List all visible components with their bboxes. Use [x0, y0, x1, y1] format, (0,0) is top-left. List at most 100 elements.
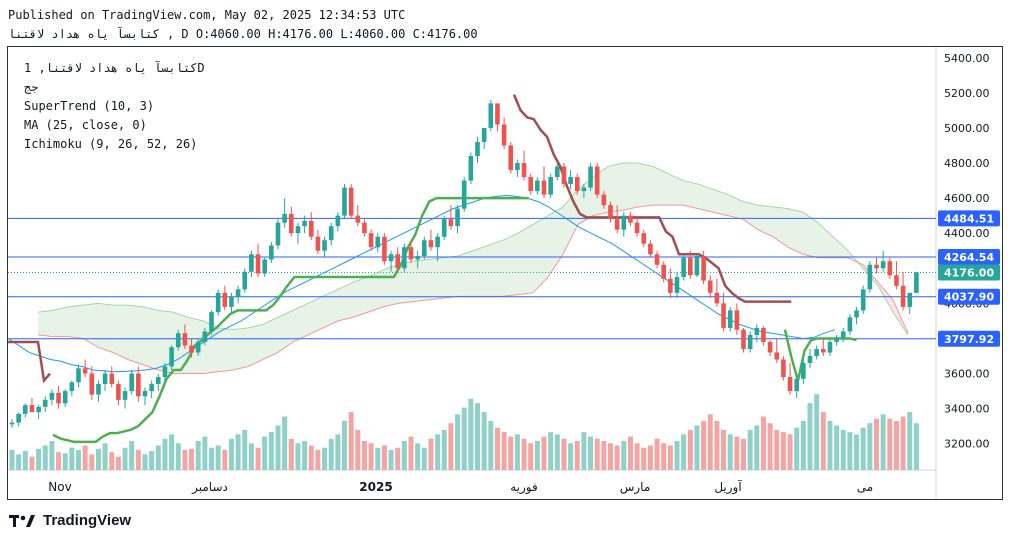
candle-body — [648, 243, 653, 255]
candle-body — [661, 264, 666, 279]
candle-body — [727, 310, 733, 328]
candle-body — [674, 277, 680, 293]
volume-bar — [854, 434, 860, 470]
volume-bar — [248, 443, 254, 470]
ichimoku-cloud-segment — [773, 206, 788, 248]
price-tick-label: 3200.00 — [944, 438, 990, 451]
volume-bar — [634, 443, 640, 470]
volume-bar — [169, 434, 175, 470]
price-chart[interactable]: 5400.00 5200.00 5000.00 4800.00 4600.00 4400.… — [8, 47, 1002, 499]
volume-bar — [554, 434, 560, 470]
candle-body — [82, 368, 88, 374]
volume-bar — [415, 443, 421, 470]
candle-body — [368, 233, 374, 248]
volume-bar — [82, 445, 88, 470]
moving-average-line — [8, 194, 835, 373]
volume-bar — [893, 420, 899, 470]
price-tick-label: 3600.00 — [944, 368, 990, 381]
ichimoku-cloud-segment — [518, 224, 533, 295]
volume-bar — [182, 449, 188, 470]
volume-bar — [455, 414, 461, 470]
volume-bar — [89, 454, 95, 470]
volume-bar — [641, 447, 647, 470]
volume-bar — [275, 425, 281, 470]
volume-bar — [16, 454, 22, 470]
candle-body — [129, 373, 134, 392]
volume-bar — [707, 414, 713, 470]
volume-bar — [760, 416, 766, 470]
price-tick-label: 5000.00 — [944, 122, 990, 135]
candle-body — [880, 261, 886, 269]
volume-bar — [774, 429, 780, 470]
candle-body — [614, 219, 620, 230]
supertrend-down-line — [512, 94, 792, 303]
volume-bar — [328, 438, 334, 470]
ichimoku-cloud-segment — [653, 166, 668, 206]
ichimoku-cloud-segment — [68, 305, 83, 339]
ichimoku-cloud-segment — [158, 310, 173, 374]
volume-bar — [701, 420, 707, 470]
candle-body — [156, 377, 161, 385]
volume-bar — [381, 445, 387, 470]
candle-body — [628, 215, 633, 223]
candle-body — [900, 285, 906, 307]
volume-bar — [508, 436, 514, 470]
ichimoku-cloud-segment — [308, 296, 323, 335]
volume-bar — [29, 456, 35, 470]
candle-body — [574, 177, 580, 192]
candle-body — [335, 215, 341, 227]
volume-bar — [228, 438, 234, 470]
volume-bar — [900, 416, 906, 470]
candle-body — [515, 163, 520, 171]
volume-bar — [754, 425, 760, 470]
volume-bar — [647, 445, 653, 470]
time-axis-label: Nov — [48, 480, 71, 494]
candle-body — [448, 219, 454, 227]
price-tick-label: 5200.00 — [944, 87, 990, 100]
volume-bar — [534, 441, 540, 470]
ichimoku-cloud-segment — [248, 324, 263, 367]
volume-bar — [295, 443, 301, 470]
candle-body — [521, 163, 527, 178]
legend-ichimoku[interactable]: Ichimoku (9, 26, 52, 26) — [24, 137, 198, 151]
chart-frame[interactable]: 5400.00 5200.00 5000.00 4800.00 4600.00 4400.… — [7, 46, 1003, 500]
volume-bar — [627, 436, 633, 470]
volume-bar — [767, 423, 773, 470]
candle-body — [668, 278, 673, 293]
volume-bar — [874, 418, 879, 470]
ichimoku-cloud-segment — [323, 289, 338, 328]
candle-body — [408, 247, 414, 260]
candle-body — [541, 180, 547, 195]
candle-body — [355, 215, 361, 223]
candle-body — [109, 373, 115, 385]
candle-body — [229, 296, 234, 307]
ichimoku-cloud-segment — [503, 233, 518, 297]
candle-body — [634, 222, 640, 234]
candle-body — [215, 292, 221, 313]
candle-body — [801, 362, 806, 379]
ichimoku-cloud-segment — [38, 310, 53, 337]
time-axis-label: دسامبر — [191, 480, 228, 495]
volume-bar — [242, 429, 248, 470]
price-level-tag — [938, 288, 1000, 305]
supertrend-down-line-early — [8, 340, 51, 384]
volume-bar — [149, 451, 155, 470]
volume-bar — [368, 443, 374, 470]
legend-supertrend[interactable]: SuperTrend (10, 3) — [24, 99, 155, 113]
volume-bar — [435, 434, 441, 470]
legend-ma[interactable]: MA (25, close, 0) — [24, 118, 147, 132]
ichimoku-cloud-segment — [338, 282, 353, 321]
price-tick-label: 4400.00 — [944, 227, 990, 240]
volume-bar — [614, 445, 620, 470]
volume-bar — [887, 418, 893, 470]
tradingview-logo[interactable]: TradingView — [9, 512, 131, 529]
volume-bar — [820, 412, 826, 470]
candle-body — [49, 392, 55, 400]
ichimoku-cloud-segment — [113, 305, 128, 360]
candle-body — [707, 280, 713, 293]
time-axis-label: 2025 — [359, 480, 392, 494]
volume-bar — [661, 443, 667, 470]
candle-body — [854, 310, 859, 318]
candle-body — [581, 187, 587, 192]
candle-body — [362, 222, 367, 234]
